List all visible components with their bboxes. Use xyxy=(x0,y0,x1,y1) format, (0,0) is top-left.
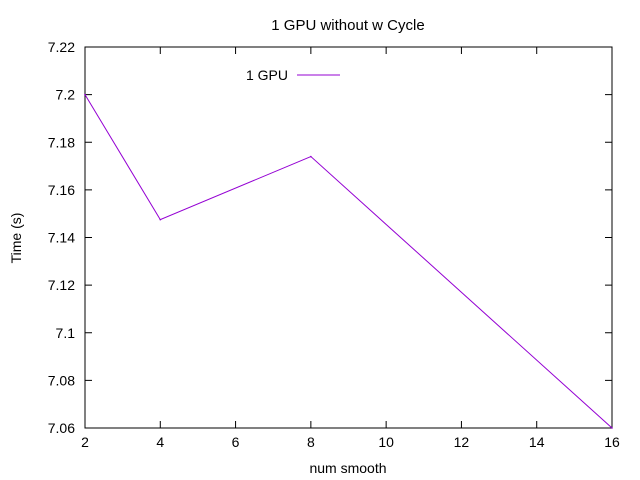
y-tick-label: 7.08 xyxy=(48,372,75,388)
legend-label: 1 GPU xyxy=(246,67,288,83)
data-point xyxy=(84,93,86,96)
plot-area: 2 4 6 8 10 12 14 16 7.06 7.08 7.1 7.12 7.14 7.16 7.18 7… xyxy=(48,39,620,450)
legend: 1 GPU xyxy=(246,67,340,83)
data-point xyxy=(611,427,613,429)
series-line xyxy=(84,94,613,429)
x-axis-label: num smooth xyxy=(309,460,386,476)
x-tick-label: 14 xyxy=(529,434,545,450)
y-tick-label: 7.06 xyxy=(48,420,75,436)
y-tick-label: 7.18 xyxy=(48,134,75,150)
x-tick-label: 10 xyxy=(378,434,394,450)
x-tick-label: 8 xyxy=(307,434,315,450)
y-tick-label: 7.1 xyxy=(56,325,76,341)
y-tick-label: 7.2 xyxy=(56,87,76,103)
y-tick-label: 7.12 xyxy=(48,277,75,293)
data-point xyxy=(310,155,312,158)
x-tick-label: 2 xyxy=(81,434,89,450)
y-tick-label: 7.22 xyxy=(48,39,75,55)
x-tick-label: 12 xyxy=(454,434,470,450)
data-point xyxy=(159,218,162,221)
y-tick-label: 7.14 xyxy=(48,230,75,246)
x-tick-label: 16 xyxy=(604,434,620,450)
y-axis-label: Time (s) xyxy=(8,213,24,264)
x-tick-label: 4 xyxy=(156,434,164,450)
plot-frame xyxy=(84,46,613,429)
y-tick-label: 7.16 xyxy=(48,182,75,198)
chart-title: 1 GPU without w Cycle xyxy=(271,17,424,34)
x-tick-label: 6 xyxy=(232,434,240,450)
